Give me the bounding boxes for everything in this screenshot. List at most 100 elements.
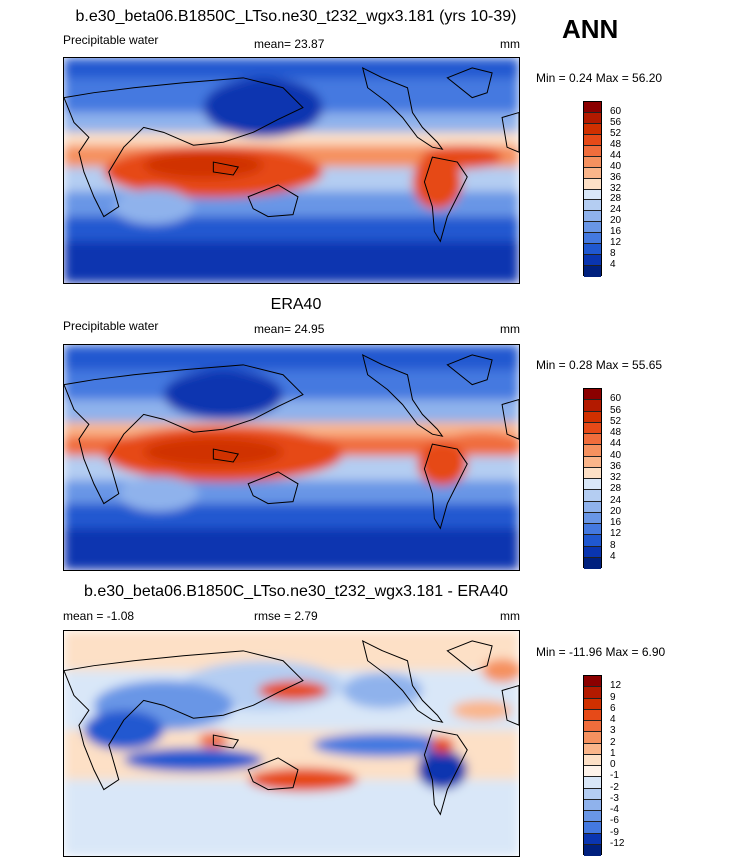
panel-1-units: mm — [500, 37, 520, 51]
colorbar-tick-label: 32 — [610, 472, 622, 483]
colorbar-swatch — [584, 754, 601, 766]
colorbar-swatch — [584, 233, 601, 245]
colorbar-tick-label: 24 — [610, 204, 622, 216]
colorbar-tick-label: 20 — [610, 215, 622, 227]
colorbar-swatch — [584, 721, 601, 733]
panel-2-map — [63, 344, 520, 571]
colorbar-tick-label: 12 — [610, 528, 622, 540]
panel-3-colorbar — [583, 675, 602, 856]
colorbar-tick-label: 28 — [610, 483, 622, 495]
panel-3-mean: mean = -1.08 — [63, 609, 135, 623]
colorbar-tick-label: 60 — [610, 105, 622, 117]
panel-1-colorbar — [583, 101, 602, 277]
colorbar-tick-label: 8 — [610, 539, 616, 551]
panel-3-minmax: Min = -11.96 Max = 6.90 — [536, 645, 666, 659]
colorbar-swatch — [584, 445, 601, 457]
panel-1-title: b.e30_beta06.B1850C_LTso.ne30_t232_wgx3.… — [75, 8, 517, 25]
colorbar-swatch — [584, 156, 601, 168]
colorbar-swatch — [584, 244, 601, 256]
colorbar-tick-label: 8 — [610, 248, 616, 260]
colorbar-swatch — [584, 167, 601, 179]
colorbar-swatch — [584, 777, 601, 789]
panel-2-left-label: Precipitable water — [63, 319, 159, 333]
colorbar-tick-label: 48 — [610, 138, 622, 150]
colorbar-tick-label: 9 — [610, 691, 616, 703]
panel-2-units: mm — [500, 322, 520, 336]
colorbar-tick-label: 24 — [610, 494, 622, 506]
colorbar-tick-label: 6 — [610, 702, 616, 714]
colorbar-swatch — [584, 145, 601, 157]
colorbar-tick-label: 36 — [610, 460, 622, 472]
colorbar-tick-label: 16 — [610, 226, 622, 238]
colorbar-swatch — [584, 743, 601, 755]
colorbar-swatch — [584, 788, 601, 800]
colorbar-swatch — [584, 200, 601, 212]
colorbar-swatch — [584, 123, 601, 135]
colorbar-tick-label: 12 — [610, 680, 622, 692]
colorbar-swatch — [584, 822, 601, 834]
colorbar-tick-label: -3 — [610, 792, 619, 804]
colorbar-tick-label: -6 — [610, 815, 619, 827]
colorbar-tick-label: -12 — [610, 837, 625, 849]
colorbar-swatch — [584, 698, 601, 710]
colorbar-tick-label: 28 — [610, 193, 622, 205]
colorbar-swatch — [584, 687, 601, 699]
colorbar-tick-label: 36 — [610, 171, 622, 183]
colorbar-tick-label: 44 — [610, 149, 622, 161]
colorbar-swatch — [584, 557, 601, 569]
colorbar-swatch — [584, 189, 601, 201]
colorbar-tick-label: 2 — [610, 736, 616, 748]
colorbar-swatch — [584, 178, 601, 190]
colorbar-swatch — [584, 833, 601, 845]
colorbar-swatch — [584, 211, 601, 223]
colorbar-swatch — [584, 102, 601, 113]
panel-1-map — [63, 57, 520, 284]
panel-2-mean: mean= 24.95 — [254, 322, 325, 336]
panel-2-minmax: Min = 0.28 Max = 55.65 — [536, 358, 663, 372]
panel-2-title: ERA40 — [270, 296, 322, 313]
colorbar-swatch — [584, 411, 601, 423]
colorbar-tick-label: -2 — [610, 781, 619, 793]
colorbar-swatch — [584, 134, 601, 146]
colorbar-tick-label: 52 — [610, 127, 622, 139]
colorbar-swatch — [584, 389, 601, 401]
colorbar-tick-label: 52 — [610, 415, 622, 427]
colorbar-swatch — [584, 799, 601, 811]
colorbar-swatch — [584, 546, 601, 558]
panel-3-units: mm — [500, 609, 520, 623]
colorbar-swatch — [584, 112, 601, 124]
colorbar-tick-label: 56 — [610, 116, 622, 128]
colorbar-swatch — [584, 266, 601, 277]
colorbar-tick-label: 16 — [610, 517, 622, 528]
panel-3-map — [63, 630, 520, 857]
colorbar-swatch — [584, 456, 601, 468]
colorbar-swatch — [584, 732, 601, 744]
colorbar-tick-label: 20 — [610, 505, 622, 517]
panel-1-minmax: Min = 0.24 Max = 56.20 — [536, 71, 663, 85]
colorbar-swatch — [584, 467, 601, 479]
colorbar-tick-label: 12 — [610, 237, 622, 249]
panel-2-colorbar — [583, 388, 602, 569]
colorbar-swatch — [584, 255, 601, 267]
colorbar-tick-label: 56 — [610, 404, 622, 416]
panel-1-left-label: Precipitable water — [63, 33, 159, 47]
colorbar-swatch — [584, 434, 601, 446]
colorbar-swatch — [584, 524, 601, 536]
colorbar-tick-label: 60 — [610, 393, 622, 405]
colorbar-tick-label: 4 — [610, 259, 616, 271]
colorbar-tick-label: 4 — [610, 550, 616, 562]
colorbar-swatch — [584, 422, 601, 434]
colorbar-swatch — [584, 676, 601, 688]
colorbar-tick-label: -9 — [610, 826, 619, 838]
colorbar-tick-label: 3 — [610, 725, 616, 737]
colorbar-tick-label: 48 — [610, 427, 622, 438]
colorbar-tick-label: 1 — [610, 747, 616, 759]
colorbar-swatch — [584, 766, 601, 778]
colorbar-swatch — [584, 709, 601, 721]
panel-3-rmse: rmse = 2.79 — [254, 609, 318, 623]
colorbar-tick-label: 32 — [610, 182, 622, 194]
colorbar-tick-label: 4 — [610, 714, 616, 725]
colorbar-tick-label: -4 — [610, 804, 619, 815]
colorbar-tick-label: 40 — [610, 449, 622, 461]
colorbar-swatch — [584, 479, 601, 491]
